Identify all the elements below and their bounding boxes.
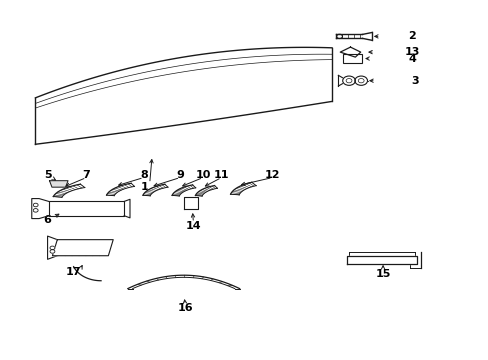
Text: 2: 2 [407,31,415,41]
Text: 9: 9 [176,170,184,180]
Text: 11: 11 [213,170,229,180]
Polygon shape [142,184,167,196]
Polygon shape [346,256,416,264]
Text: 15: 15 [375,269,390,279]
Circle shape [33,203,38,207]
Text: 13: 13 [404,47,419,57]
Polygon shape [49,202,124,216]
Text: 6: 6 [43,215,51,225]
Polygon shape [172,185,195,196]
Polygon shape [32,199,49,219]
Text: 5: 5 [44,170,51,180]
Text: 10: 10 [195,170,210,180]
Text: 1: 1 [141,182,148,192]
Polygon shape [106,183,134,196]
Polygon shape [35,48,331,144]
Polygon shape [340,47,360,57]
Polygon shape [53,184,84,197]
Polygon shape [230,182,256,195]
Bar [343,54,361,63]
Circle shape [354,76,367,85]
Polygon shape [127,275,239,289]
Polygon shape [124,199,130,218]
Text: 12: 12 [264,170,280,180]
Text: 3: 3 [410,76,418,86]
Text: 16: 16 [177,303,193,313]
Circle shape [50,246,55,249]
Circle shape [50,249,55,253]
Text: 17: 17 [65,267,81,277]
Text: 8: 8 [140,170,147,180]
Polygon shape [183,197,198,209]
Text: 7: 7 [82,170,90,180]
Polygon shape [52,240,113,256]
Polygon shape [49,181,68,187]
Polygon shape [195,185,217,196]
Circle shape [342,76,355,85]
Circle shape [33,208,38,212]
Text: 4: 4 [407,54,415,64]
Text: 14: 14 [185,221,201,231]
